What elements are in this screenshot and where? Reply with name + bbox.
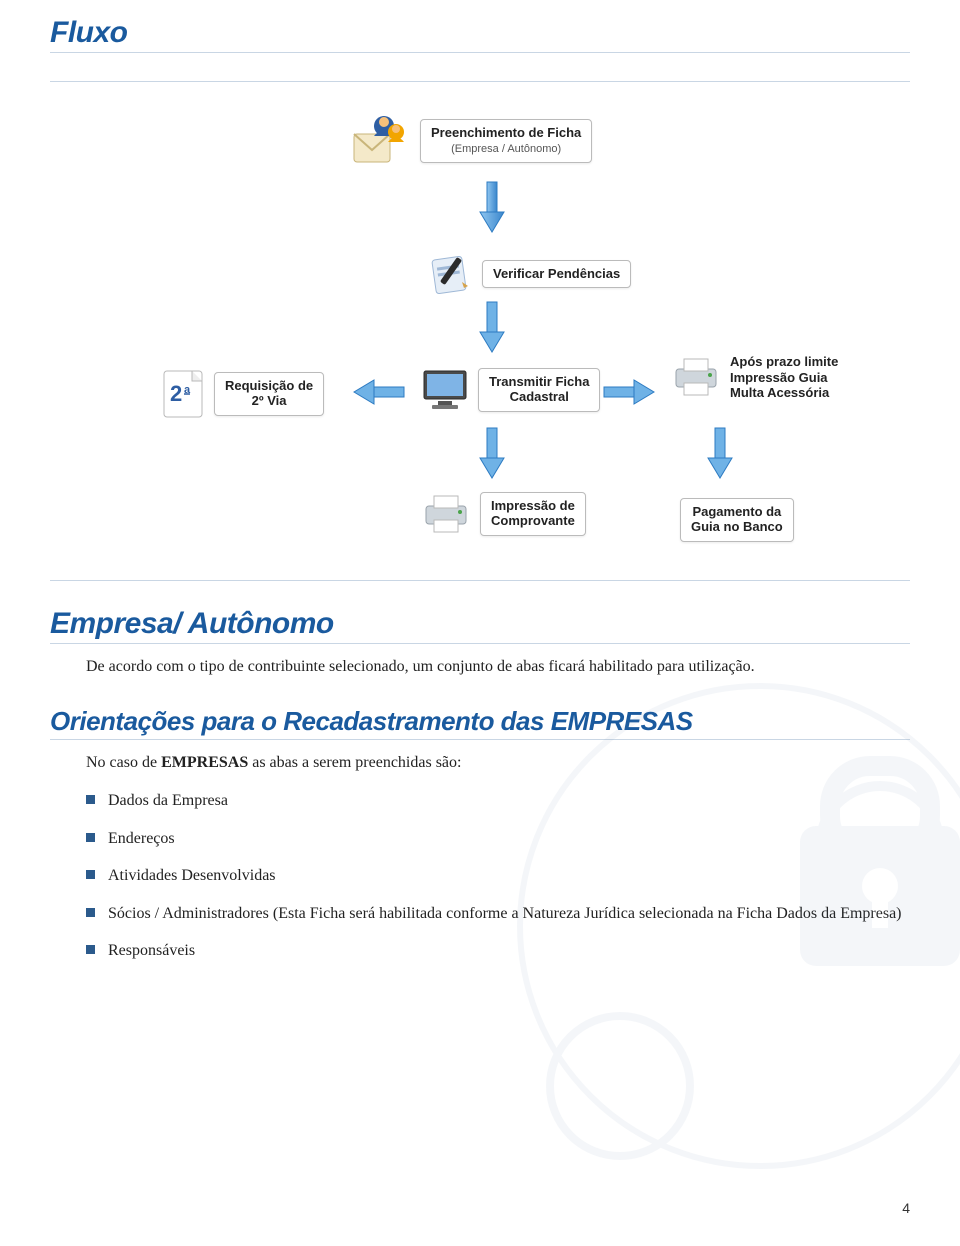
label-apos-prazo: Após prazo limite Impressão Guia Multa A… — [730, 354, 838, 401]
printer-icon — [670, 355, 722, 399]
node-apos-prazo: Após prazo limite Impressão Guia Multa A… — [670, 354, 838, 401]
bullet-list: Dados da Empresa Endereços Atividades De… — [86, 790, 910, 962]
label-requisicao-l2: 2º Via — [252, 393, 287, 408]
arrow-down-2 — [478, 300, 506, 356]
label-requisicao-l1: Requisição de — [225, 378, 313, 393]
label-apos-l2: Impressão Guia — [730, 370, 828, 385]
label-apos-l3: Multa Acessória — [730, 385, 829, 400]
heading-empresa-autonomo: Empresa/ Autônomo — [50, 599, 910, 644]
page-number: 4 — [902, 1200, 910, 1216]
document-2a-icon: 2 a — [160, 367, 206, 421]
people-envelope-icon — [350, 112, 412, 170]
para-empresas-intro: No caso de EMPRESAS as abas a serem pree… — [86, 754, 910, 772]
heading-fluxo: Fluxo — [50, 8, 910, 53]
arrow-down-3 — [478, 426, 506, 482]
empresas-intro-bold: EMPRESAS — [161, 754, 248, 771]
node-transmitir: Transmitir Ficha Cadastral — [420, 367, 600, 413]
node-verificar: Verificar Pendências — [430, 252, 631, 296]
list-item: Dados da Empresa — [86, 790, 910, 812]
label-transmitir-l2: Cadastral — [510, 389, 569, 404]
printer-icon-2 — [420, 492, 472, 536]
node-impressao: Impressão de Comprovante — [420, 492, 586, 536]
list-item: Endereços — [86, 828, 910, 850]
svg-text:2: 2 — [170, 381, 182, 406]
label-transmitir-l1: Transmitir Ficha — [489, 374, 589, 389]
monitor-icon — [420, 367, 470, 413]
node-requisicao: 2 a Requisição de 2º Via — [160, 367, 324, 421]
label-pagamento-l2: Guia no Banco — [691, 519, 783, 534]
flow-diagram: Preenchimento de Ficha (Empresa / Autôno… — [50, 81, 910, 581]
node-preenchimento: Preenchimento de Ficha (Empresa / Autôno… — [350, 112, 592, 170]
heading-orientacoes: Orientações para o Recadastramento das E… — [50, 698, 910, 740]
arrow-down-1 — [478, 180, 506, 236]
node-pagamento: Pagamento da Guia no Banco — [680, 498, 794, 542]
label-impressao-l1: Impressão de — [491, 498, 575, 513]
arrow-left — [350, 378, 406, 406]
label-pagamento-l1: Pagamento da — [692, 504, 781, 519]
pen-note-icon — [430, 252, 474, 296]
label-preenchimento-sub: (Empresa / Autônomo) — [431, 143, 581, 156]
label-transmitir: Transmitir Ficha Cadastral — [478, 368, 600, 412]
arrow-right — [602, 378, 658, 406]
label-pagamento: Pagamento da Guia no Banco — [680, 498, 794, 542]
arrow-down-4 — [706, 426, 734, 482]
list-item: Atividades Desenvolvidas — [86, 865, 910, 887]
label-apos-l1: Após prazo limite — [730, 354, 838, 369]
label-requisicao: Requisição de 2º Via — [214, 372, 324, 416]
label-preenchimento: Preenchimento de Ficha (Empresa / Autôno… — [420, 119, 592, 163]
empresas-intro-suffix: as abas a serem preenchidas são: — [248, 754, 461, 771]
list-item: Sócios / Administradores (Esta Ficha ser… — [86, 903, 910, 925]
para-empresa-intro: De acordo com o tipo de contribuinte sel… — [86, 658, 910, 676]
label-impressao-l2: Comprovante — [491, 513, 575, 528]
empresas-intro-prefix: No caso de — [86, 754, 161, 771]
list-item: Responsáveis — [86, 940, 910, 962]
label-preenchimento-text: Preenchimento de Ficha — [431, 125, 581, 140]
label-verificar: Verificar Pendências — [482, 260, 631, 289]
label-impressao: Impressão de Comprovante — [480, 492, 586, 536]
